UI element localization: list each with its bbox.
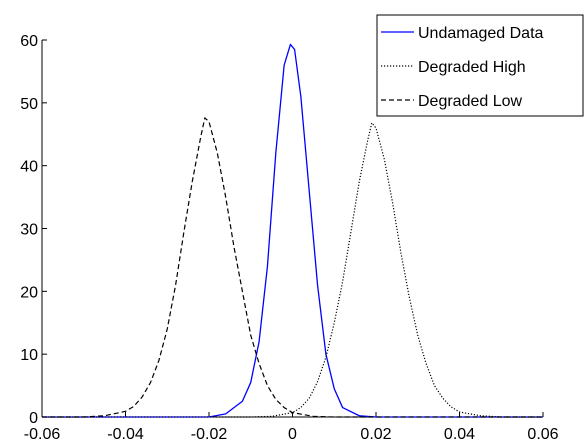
y-tick-label: 20	[20, 284, 38, 301]
legend-label: Degraded Low	[418, 93, 523, 110]
y-tick-label: 40	[20, 159, 38, 176]
series-line-degraded-low	[42, 117, 543, 418]
y-tick-label: 30	[20, 222, 38, 239]
plot-area	[42, 43, 543, 418]
y-tick-label: 50	[20, 96, 38, 113]
legend: Undamaged Data Degraded High Degraded Low	[376, 14, 584, 117]
y-tick-label: 10	[20, 347, 38, 364]
y-tick-label: 0	[29, 410, 38, 427]
y-tick-label: 60	[20, 33, 38, 50]
x-tick-label: -0.02	[191, 426, 228, 443]
axes: 0 10 20 30 40 50 60 -0.06 -0.04 -0.02 0 0.02 0.04 0.0…	[20, 33, 558, 443]
legend-label: Degraded High	[418, 59, 526, 76]
x-tick-label: 0.04	[444, 426, 475, 443]
x-tick-label: 0	[288, 426, 297, 443]
x-tick-label: 0.06	[527, 426, 558, 443]
legend-label: Undamaged Data	[418, 25, 544, 42]
x-tick-label: -0.06	[24, 426, 61, 443]
x-tick-label: 0.02	[360, 426, 391, 443]
x-tick-label: -0.04	[107, 426, 144, 443]
series-line-undamaged-data	[42, 43, 543, 418]
